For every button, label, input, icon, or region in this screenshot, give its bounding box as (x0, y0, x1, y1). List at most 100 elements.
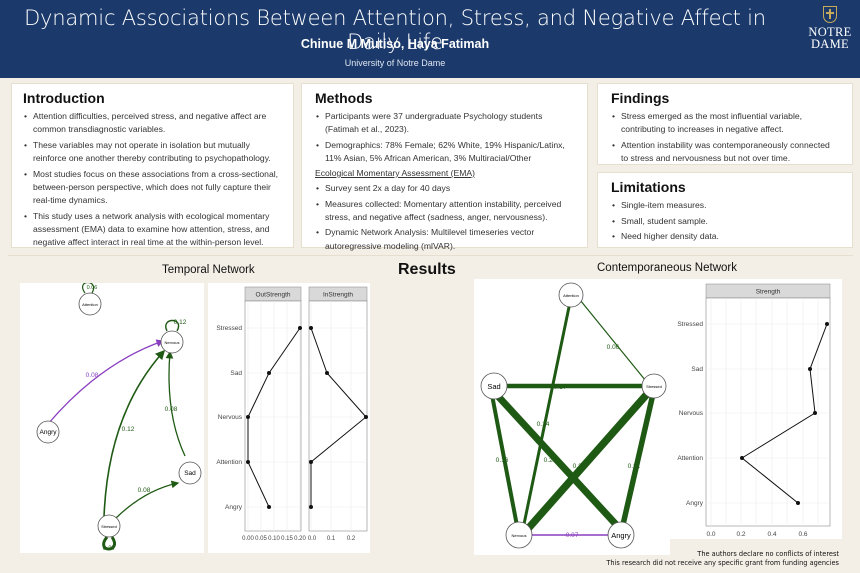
svg-text:0.15: 0.15 (281, 536, 293, 542)
list-item: Attention difficulties, perceived stress… (23, 110, 282, 136)
limitations-list: Single-item measures. Small, student sam… (611, 199, 839, 244)
methods-panel: Methods Participants were 37 undergradua… (301, 83, 588, 251)
svg-text:Nervous: Nervous (218, 414, 243, 421)
node-angry: Angry (36, 420, 60, 444)
affiliation: University of Notre Dame (344, 58, 446, 68)
temporal-network-title: Temporal Network (162, 264, 255, 276)
svg-text:0.28: 0.28 (544, 457, 557, 464)
svg-text:0.0: 0.0 (706, 531, 715, 538)
list-item: This study uses a network analysis with … (23, 210, 282, 250)
contemporaneous-network-graph: 0.06 0.14 0.17 0.16 0.28 0.29 0.21 -0.07… (474, 279, 670, 555)
svg-text:Stressed: Stressed (646, 384, 662, 389)
ema-list: Survey sent 2x a day for 40 days Measure… (315, 182, 574, 253)
methods-list: Participants were 37 undergraduate Psych… (315, 110, 574, 165)
svg-text:0.27: 0.27 (103, 545, 116, 552)
results-heading: Results (398, 261, 456, 278)
svg-text:InStrength: InStrength (323, 292, 353, 299)
svg-text:0.17: 0.17 (554, 384, 567, 391)
list-item: Single-item measures. (611, 199, 839, 212)
list-item: Survey sent 2x a day for 40 days (315, 182, 574, 195)
svg-text:0.12: 0.12 (174, 319, 187, 326)
svg-text:0.10: 0.10 (268, 536, 280, 542)
findings-panel: Findings Stress emerged as the most infl… (597, 83, 853, 165)
svg-text:Stressed: Stressed (101, 524, 117, 529)
svg-text:Attention: Attention (563, 293, 579, 298)
list-item: Participants were 37 undergraduate Psych… (315, 110, 574, 136)
contemporaneous-strength-plot: Strength Stressed Sad Nervous Attention Angr… (670, 279, 842, 539)
funding-note: This research did not receive any specif… (606, 559, 839, 567)
svg-text:Angry: Angry (686, 500, 704, 507)
svg-text:0.06: 0.06 (87, 285, 98, 291)
svg-text:0.6: 0.6 (798, 531, 807, 538)
ema-subheading: Ecological Momentary Assessment (EMA) (315, 167, 475, 178)
results-section: Temporal Network Results Contemporaneous… (8, 255, 853, 568)
svg-text:0.2: 0.2 (347, 536, 356, 542)
svg-text:Sad: Sad (230, 370, 242, 377)
svg-text:0.08: 0.08 (165, 406, 178, 413)
authors: Chinue M Mutiso, Haya Fatimah (300, 37, 490, 51)
list-item: Measures collected: Momentary attention … (315, 198, 574, 224)
svg-text:0.29: 0.29 (573, 463, 586, 470)
svg-text:0.12: 0.12 (122, 426, 135, 433)
temporal-centrality-plot: OutStrength InStrength Stressed Sad Nervou… (208, 283, 370, 553)
svg-text:0.14: 0.14 (537, 421, 550, 428)
temporal-network-graph: 0.08 0.12 0.08 0.08 0.06 0.12 0.27 Atten… (20, 281, 204, 553)
svg-text:-0.07: -0.07 (564, 532, 579, 539)
svg-text:0.08: 0.08 (86, 372, 99, 379)
node-attention: Attention (78, 292, 102, 316)
list-item: Most studies focus on these associations… (23, 168, 282, 208)
poster-title: Dynamic Associations Between Attention, … (24, 6, 766, 54)
conflict-of-interest-note: The authors declare no conflicts of inte… (697, 550, 839, 558)
svg-text:Sad: Sad (184, 470, 196, 477)
findings-list: Stress emerged as the most influential v… (611, 110, 839, 165)
svg-text:Attention: Attention (216, 459, 242, 466)
svg-text:Angry: Angry (611, 531, 631, 540)
svg-text:0.08: 0.08 (138, 487, 151, 494)
svg-text:Strength: Strength (756, 289, 781, 296)
node-stressed: Stressed (641, 373, 667, 399)
svg-text:Attention: Attention (82, 302, 98, 307)
logo-line-2: DAME (810, 37, 849, 51)
svg-text:0.16: 0.16 (496, 457, 509, 464)
shield-icon (823, 6, 837, 23)
list-item: Attention instability was contemporaneou… (611, 139, 839, 165)
svg-text:Sad: Sad (487, 382, 500, 391)
node-nervous: Nervous (160, 330, 184, 354)
svg-text:Angry: Angry (225, 504, 243, 511)
introduction-list: Attention difficulties, perceived stress… (23, 110, 282, 250)
svg-text:0.05: 0.05 (255, 536, 267, 542)
svg-text:Stressed: Stressed (677, 321, 703, 328)
introduction-panel: Introduction Attention difficulties, per… (11, 83, 294, 248)
svg-text:Stressed: Stressed (216, 325, 242, 332)
svg-text:Attention: Attention (677, 455, 703, 462)
contemporaneous-network-title: Contemporaneous Network (597, 262, 737, 274)
svg-text:Nervous: Nervous (679, 410, 704, 417)
poster-header: Dynamic Associations Between Attention, … (0, 0, 860, 78)
limitations-panel: Limitations Single-item measures. Small,… (597, 172, 853, 248)
limitations-heading: Limitations (611, 179, 686, 195)
notre-dame-logo: NOTRE DAME (806, 6, 854, 50)
list-item: Need higher density data. (611, 230, 839, 243)
node-angry: Angry (607, 521, 635, 549)
list-item: Small, student sample. (611, 215, 839, 228)
svg-text:0.2: 0.2 (736, 531, 745, 538)
introduction-heading: Introduction (23, 90, 105, 106)
svg-text:0.1: 0.1 (327, 536, 336, 542)
node-nervous: Nervous (505, 521, 533, 549)
svg-text:0.21: 0.21 (628, 463, 641, 470)
node-sad: Sad (480, 372, 508, 400)
svg-text:0.00: 0.00 (242, 536, 254, 542)
node-attention: Attention (558, 282, 584, 308)
list-item: Demographics: 78% Female; 62% White, 19%… (315, 139, 574, 165)
svg-text:Nervous: Nervous (512, 533, 527, 538)
list-item: Stress emerged as the most influential v… (611, 110, 839, 136)
svg-text:0.06: 0.06 (607, 344, 620, 351)
svg-text:Sad: Sad (691, 366, 703, 373)
svg-text:OutStrength: OutStrength (255, 292, 290, 299)
methods-heading: Methods (315, 90, 373, 106)
list-item: Dynamic Network Analysis: Multilevel tim… (315, 226, 574, 252)
svg-text:0.4: 0.4 (767, 531, 776, 538)
svg-text:Nervous: Nervous (165, 340, 180, 345)
node-sad: Sad (178, 461, 202, 485)
node-stressed: Stressed (97, 514, 121, 538)
